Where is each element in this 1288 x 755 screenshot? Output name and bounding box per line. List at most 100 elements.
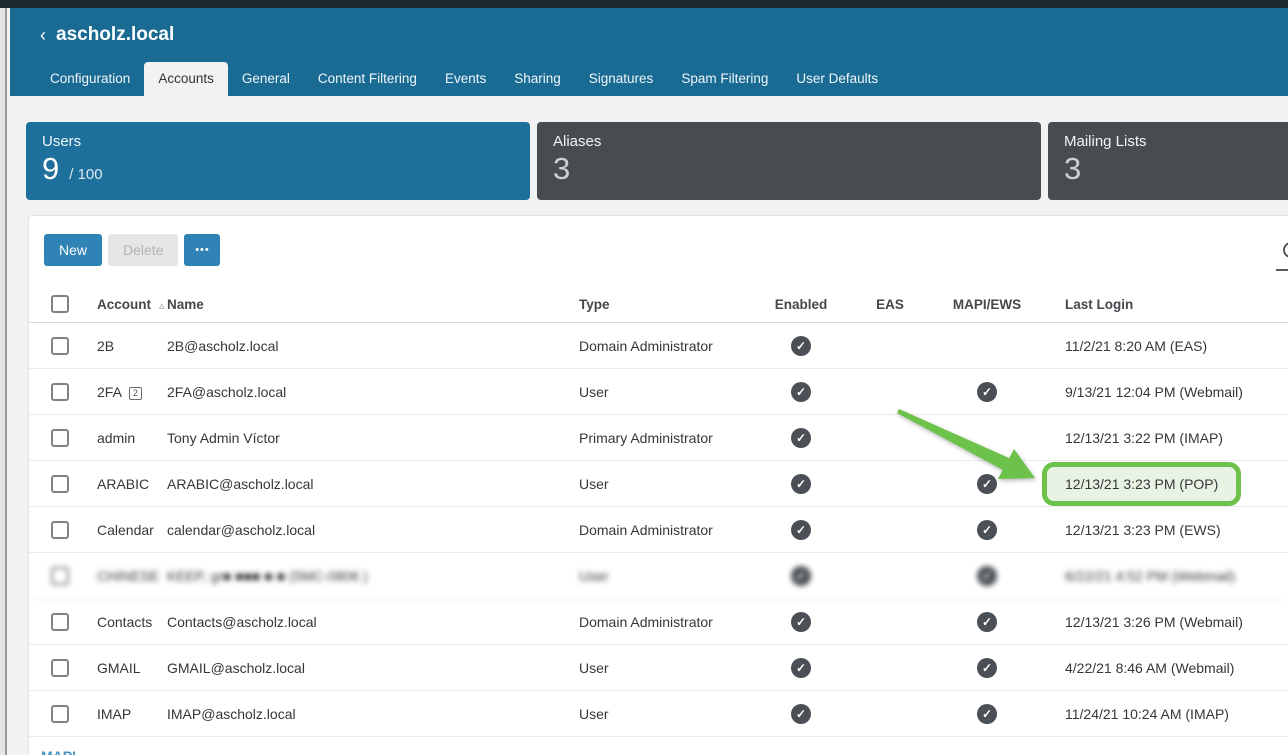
table-row-gmail[interactable]: GMAIL GMAIL@ascholz.local User ✓ ✓ 4/22/… <box>29 645 1288 691</box>
mapi-check-icon: ✓ <box>977 519 997 540</box>
last-login-cell: 6/22/21 4:52 PM (Webmail) <box>1065 567 1236 584</box>
card-users-label: Users <box>42 133 82 150</box>
name-cell: KEEP, gr■ ■■■ ■ ■ (5MC-0806 ) <box>167 567 368 584</box>
col-eas[interactable]: EAS <box>876 296 904 312</box>
type-cell: User <box>579 475 609 492</box>
table-row-2b[interactable]: 2B 2B@ascholz.local Domain Administrator… <box>29 323 1288 369</box>
table-row-calendar[interactable]: Calendar calendar@ascholz.local Domain A… <box>29 507 1288 553</box>
name-cell: IMAP@ascholz.local <box>167 705 296 722</box>
table-row-arabic[interactable]: ARABIC ARABIC@ascholz.local User ✓ ✓ 12/… <box>29 461 1288 507</box>
more-actions-button[interactable]: ••• <box>184 234 221 266</box>
account-cell: CHINESE <box>97 567 160 584</box>
toolbar: New Delete ••• <box>29 216 1288 266</box>
card-mailing-lists-count: 3 <box>1064 151 1082 186</box>
tab-configuration[interactable]: Configuration <box>50 71 131 86</box>
mapi-check-icon: ✓ <box>977 473 997 494</box>
partial-row-text[interactable]: MAPI <box>41 748 76 755</box>
mapi-check-icon: ✓ <box>977 703 997 724</box>
tab-content-filtering[interactable]: Content Filtering <box>317 71 417 86</box>
tab-user-defaults[interactable]: User Defaults <box>796 71 879 86</box>
table-row-2fa[interactable]: 2FA 2 2FA@ascholz.local User ✓ ✓ 9/13/21 … <box>29 369 1288 415</box>
row-checkbox[interactable] <box>51 566 69 585</box>
row-checkbox[interactable] <box>51 382 69 401</box>
sort-asc-icon: ▵ <box>159 299 165 312</box>
domain-header: ‹ ascholz.local Configuration Accounts G… <box>10 8 1288 96</box>
tab-sharing[interactable]: Sharing <box>514 71 561 86</box>
card-aliases[interactable]: Aliases 3 <box>537 122 1041 200</box>
tab-bar: Configuration Accounts General Content F… <box>36 62 892 96</box>
stat-cards: Users 9 / 100 Aliases 3 Mailing Lists 3 <box>26 122 1288 200</box>
card-users[interactable]: Users 9 / 100 <box>26 122 530 200</box>
col-last-login[interactable]: Last Login <box>1065 296 1134 312</box>
row-checkbox[interactable] <box>51 704 69 723</box>
enabled-check-icon: ✓ <box>791 381 811 402</box>
table-row-chinese[interactable]: CHINESE KEEP, gr■ ■■■ ■ ■ (5MC-0806 ) Us… <box>29 553 1288 599</box>
account-cell: GMAIL <box>97 659 141 676</box>
title-row: ‹ ascholz.local <box>10 8 1288 46</box>
search-input[interactable] <box>1276 269 1288 271</box>
enabled-check-icon: ✓ <box>791 427 811 448</box>
row-checkbox[interactable] <box>51 520 69 539</box>
search-icon[interactable] <box>1274 240 1288 264</box>
mapi-check-icon: ✓ <box>977 565 997 586</box>
enabled-check-icon: ✓ <box>791 703 811 724</box>
account-cell: Calendar <box>97 521 154 538</box>
new-button[interactable]: New <box>44 234 103 266</box>
card-users-count: 9 <box>42 151 60 186</box>
back-icon[interactable]: ‹ <box>40 25 46 45</box>
table-row-admin[interactable]: admin Tony Admin Víctor Primary Administ… <box>29 415 1288 461</box>
two-factor-badge-icon: 2 <box>128 386 142 400</box>
accounts-panel: New Delete ••• Account ▵ Name Type Enable… <box>28 215 1288 755</box>
col-mapi-ews[interactable]: MAPI/EWS <box>952 296 1022 312</box>
enabled-check-icon: ✓ <box>791 335 811 356</box>
last-login-cell: 12/13/21 3:26 PM (Webmail) <box>1065 613 1243 630</box>
type-cell: Domain Administrator <box>579 521 713 538</box>
col-enabled[interactable]: Enabled <box>774 296 828 312</box>
page-title: ascholz.local <box>56 24 175 45</box>
enabled-check-icon: ✓ <box>791 519 811 540</box>
row-checkbox[interactable] <box>51 428 69 447</box>
table-row-contacts[interactable]: Contacts Contacts@ascholz.local Domain A… <box>29 599 1288 645</box>
mapi-check-icon: ✓ <box>977 657 997 678</box>
name-cell: ARABIC@ascholz.local <box>167 475 314 492</box>
last-login-cell: 11/24/21 10:24 AM (IMAP) <box>1065 705 1229 722</box>
delete-button[interactable]: Delete <box>108 234 179 266</box>
name-cell: 2B@ascholz.local <box>167 337 279 354</box>
tab-accounts[interactable]: Accounts <box>144 62 228 96</box>
card-aliases-label: Aliases <box>553 133 602 150</box>
card-mailing-lists-label: Mailing Lists <box>1064 133 1147 150</box>
tab-signatures[interactable]: Signatures <box>588 71 654 86</box>
name-cell: GMAIL@ascholz.local <box>167 659 305 676</box>
tab-events[interactable]: Events <box>444 71 487 86</box>
table-row-imap[interactable]: IMAP IMAP@ascholz.local User ✓ ✓ 11/24/2… <box>29 691 1288 737</box>
row-checkbox[interactable] <box>51 474 69 493</box>
account-cell: Contacts <box>97 613 153 630</box>
account-cell: admin <box>97 429 136 446</box>
last-login-cell: 12/13/21 3:23 PM (EWS) <box>1065 521 1221 538</box>
card-mailing-lists[interactable]: Mailing Lists 3 <box>1048 122 1288 200</box>
tab-general[interactable]: General <box>241 71 290 86</box>
tab-spam-filtering[interactable]: Spam Filtering <box>681 71 769 86</box>
row-checkbox[interactable] <box>51 336 69 355</box>
col-type[interactable]: Type <box>579 296 610 312</box>
mapi-check-icon: ✓ <box>977 611 997 632</box>
select-all-checkbox[interactable] <box>51 295 69 313</box>
type-cell: User <box>579 567 609 584</box>
last-login-cell: 12/13/21 3:22 PM (IMAP) <box>1065 429 1223 446</box>
row-checkbox[interactable] <box>51 612 69 631</box>
name-cell: 2FA@ascholz.local <box>167 383 287 400</box>
row-checkbox[interactable] <box>51 658 69 677</box>
highlighted-last-login: 12/13/21 3:23 PM (POP) <box>1042 461 1242 506</box>
account-cell: 2FA 2 <box>97 384 167 400</box>
enabled-check-icon: ✓ <box>791 565 811 586</box>
col-name[interactable]: Name <box>167 296 204 312</box>
last-login-cell: 11/2/21 8:20 AM (EAS) <box>1065 337 1208 354</box>
name-cell: Tony Admin Víctor <box>167 429 280 446</box>
card-aliases-count: 3 <box>553 151 571 186</box>
enabled-check-icon: ✓ <box>791 657 811 678</box>
type-cell: Domain Administrator <box>579 337 713 354</box>
col-account[interactable]: Account ▵ <box>97 296 165 312</box>
type-cell: User <box>579 659 609 676</box>
last-login-cell: 4/22/21 8:46 AM (Webmail) <box>1065 659 1235 676</box>
type-cell: User <box>579 383 609 400</box>
